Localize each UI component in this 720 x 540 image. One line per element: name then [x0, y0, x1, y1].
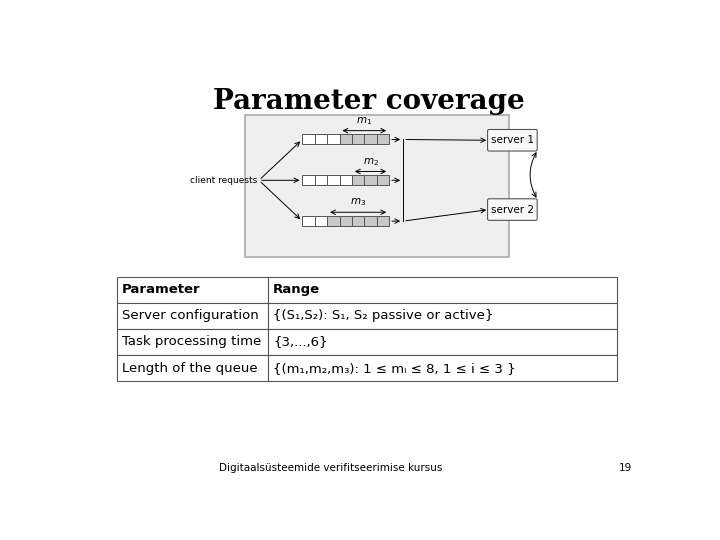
- Bar: [315, 176, 327, 185]
- Text: Digitaalsüsteemide verifitseerimise kursus: Digitaalsüsteemide verifitseerimise kurs…: [219, 463, 442, 473]
- Bar: [302, 176, 315, 185]
- Text: Parameter: Parameter: [122, 283, 200, 296]
- Text: {3,...,6}: {3,...,6}: [273, 335, 328, 348]
- Text: Range: Range: [273, 283, 320, 296]
- Bar: [377, 134, 389, 145]
- Bar: [340, 134, 352, 145]
- Bar: [364, 134, 377, 145]
- Bar: [315, 216, 327, 226]
- Bar: [352, 134, 364, 145]
- Bar: [327, 134, 340, 145]
- Text: Parameter coverage: Parameter coverage: [213, 88, 525, 115]
- Bar: [117, 303, 617, 329]
- Bar: [327, 176, 340, 185]
- Text: 19: 19: [619, 463, 632, 473]
- Bar: [377, 216, 389, 226]
- Text: client requests: client requests: [190, 176, 258, 185]
- Bar: [117, 355, 617, 381]
- Bar: [327, 216, 340, 226]
- Bar: [117, 276, 617, 303]
- Bar: [117, 329, 617, 355]
- Bar: [364, 216, 377, 226]
- Bar: [377, 176, 389, 185]
- Bar: [352, 176, 364, 185]
- Text: $m_3$: $m_3$: [350, 197, 366, 208]
- Text: Length of the queue: Length of the queue: [122, 362, 258, 375]
- Bar: [302, 134, 315, 145]
- Bar: [352, 216, 364, 226]
- Bar: [340, 176, 352, 185]
- Bar: [340, 216, 352, 226]
- Text: {(S₁,S₂): S₁, S₂ passive or active}: {(S₁,S₂): S₁, S₂ passive or active}: [273, 309, 493, 322]
- FancyBboxPatch shape: [487, 199, 537, 220]
- Text: server 1: server 1: [491, 135, 534, 145]
- Bar: [364, 176, 377, 185]
- Text: $m_2$: $m_2$: [363, 156, 379, 167]
- Text: {(m₁,m₂,m₃): 1 ≤ mᵢ ≤ 8, 1 ≤ i ≤ 3 }: {(m₁,m₂,m₃): 1 ≤ mᵢ ≤ 8, 1 ≤ i ≤ 3 }: [273, 362, 516, 375]
- Text: server 2: server 2: [491, 205, 534, 214]
- Text: $m_1$: $m_1$: [356, 115, 372, 127]
- Bar: [315, 134, 327, 145]
- Text: Task processing time: Task processing time: [122, 335, 261, 348]
- Text: Server configuration: Server configuration: [122, 309, 258, 322]
- Bar: [245, 115, 508, 257]
- FancyBboxPatch shape: [487, 130, 537, 151]
- Bar: [302, 216, 315, 226]
